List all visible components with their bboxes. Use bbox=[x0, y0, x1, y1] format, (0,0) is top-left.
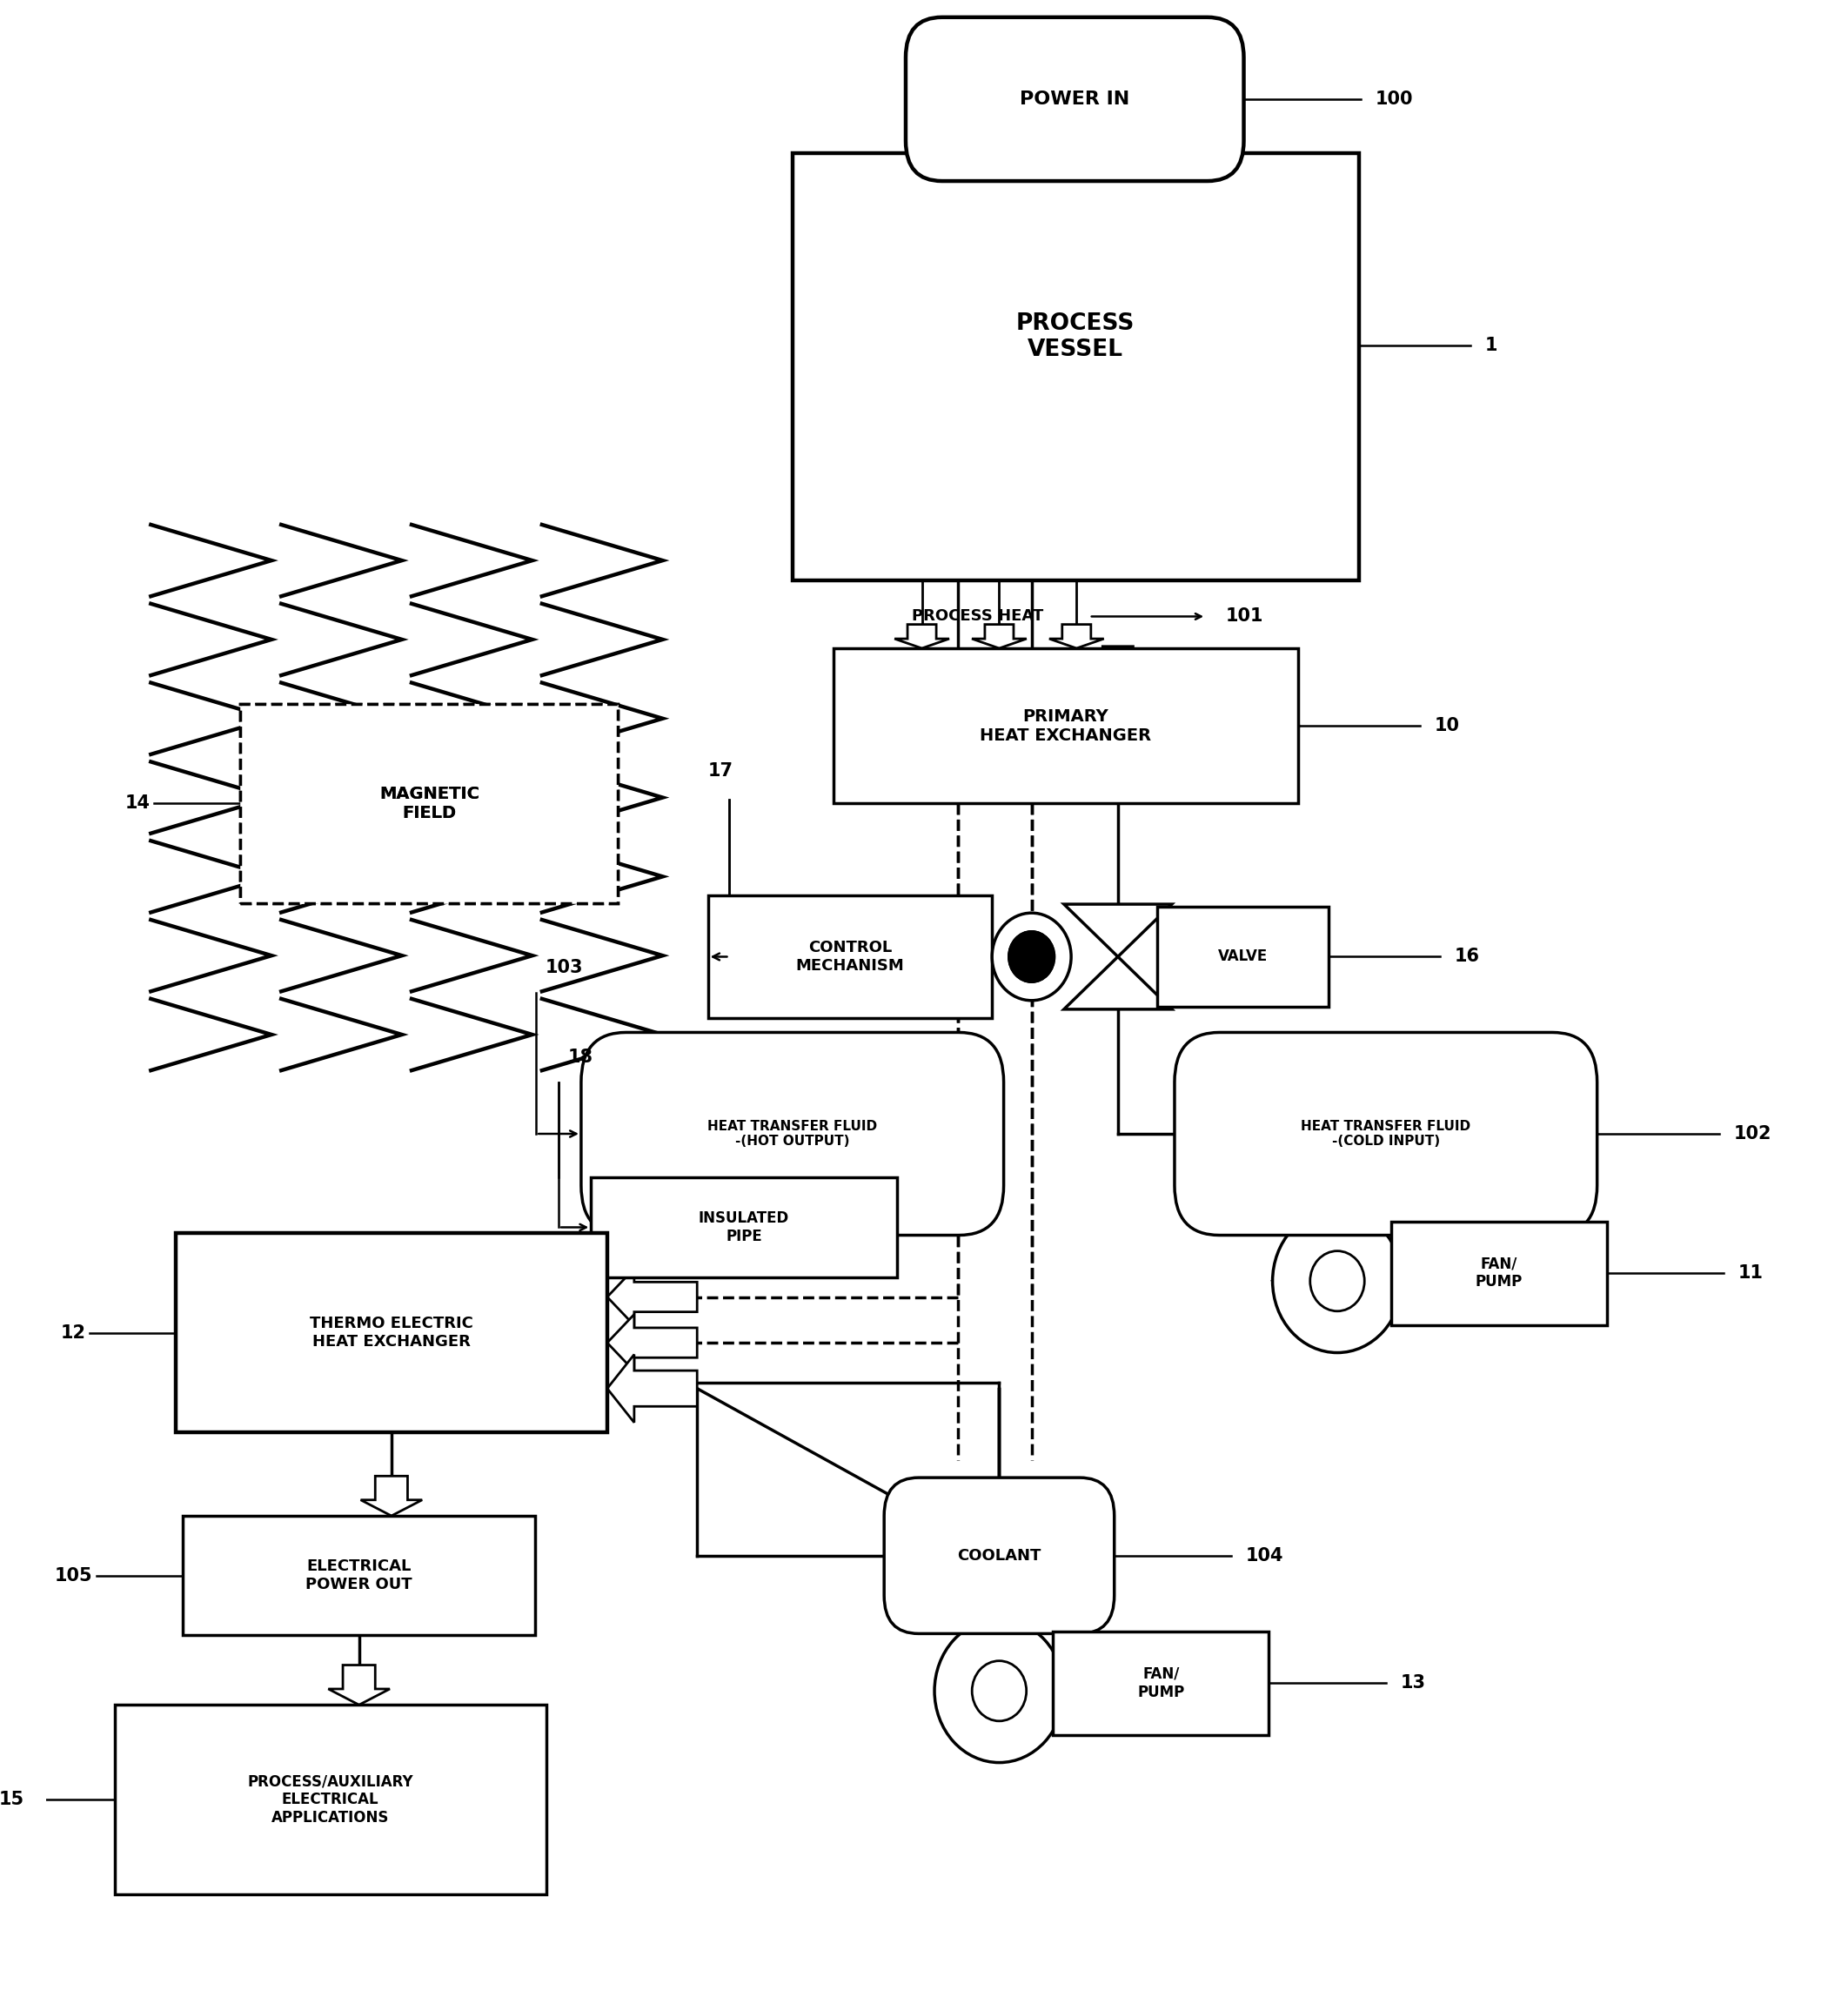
Polygon shape bbox=[1140, 30, 1199, 154]
Polygon shape bbox=[1064, 30, 1122, 154]
Text: 103: 103 bbox=[545, 959, 582, 977]
Text: PROCESS HEAT: PROCESS HEAT bbox=[911, 609, 1044, 625]
Text: FAN/
PUMP: FAN/ PUMP bbox=[1475, 1256, 1523, 1290]
Circle shape bbox=[992, 913, 1072, 1000]
Polygon shape bbox=[608, 1268, 697, 1326]
Polygon shape bbox=[911, 30, 968, 154]
Text: VALVE: VALVE bbox=[1218, 949, 1268, 965]
Text: COOLANT: COOLANT bbox=[957, 1548, 1040, 1564]
Polygon shape bbox=[329, 1665, 390, 1705]
Text: HEAT TRANSFER FLUID
-(HOT OUTPUT): HEAT TRANSFER FLUID -(HOT OUTPUT) bbox=[708, 1120, 878, 1148]
Text: 17: 17 bbox=[708, 763, 734, 779]
Circle shape bbox=[1009, 931, 1055, 983]
Text: 16: 16 bbox=[1454, 949, 1480, 965]
Text: PRIMARY
HEAT EXCHANGER: PRIMARY HEAT EXCHANGER bbox=[979, 709, 1151, 743]
FancyBboxPatch shape bbox=[240, 705, 617, 903]
FancyBboxPatch shape bbox=[883, 1478, 1114, 1634]
Polygon shape bbox=[608, 1314, 697, 1372]
Text: 104: 104 bbox=[1246, 1548, 1283, 1564]
Text: 105: 105 bbox=[55, 1568, 92, 1584]
Text: 10: 10 bbox=[1434, 717, 1460, 735]
Text: MAGNETIC
FIELD: MAGNETIC FIELD bbox=[379, 785, 479, 821]
FancyBboxPatch shape bbox=[580, 1032, 1003, 1236]
Circle shape bbox=[1009, 931, 1055, 983]
Text: FAN/
PUMP: FAN/ PUMP bbox=[1138, 1665, 1185, 1699]
FancyBboxPatch shape bbox=[1053, 1632, 1270, 1735]
Text: PROCESS
VESSEL: PROCESS VESSEL bbox=[1016, 314, 1135, 361]
FancyBboxPatch shape bbox=[183, 1516, 536, 1636]
FancyBboxPatch shape bbox=[1157, 907, 1329, 1006]
Polygon shape bbox=[989, 30, 1046, 154]
FancyBboxPatch shape bbox=[115, 1705, 545, 1893]
Text: 102: 102 bbox=[1733, 1124, 1772, 1142]
FancyBboxPatch shape bbox=[833, 649, 1297, 803]
Polygon shape bbox=[1050, 625, 1103, 649]
FancyBboxPatch shape bbox=[906, 18, 1244, 182]
Circle shape bbox=[972, 1662, 1026, 1721]
Text: PROCESS/AUXILIARY
ELECTRICAL
APPLICATIONS: PROCESS/AUXILIARY ELECTRICAL APPLICATION… bbox=[248, 1773, 414, 1825]
FancyBboxPatch shape bbox=[176, 1234, 608, 1432]
Text: CONTROL
MECHANISM: CONTROL MECHANISM bbox=[796, 941, 904, 975]
Polygon shape bbox=[972, 625, 1026, 649]
FancyBboxPatch shape bbox=[793, 154, 1358, 581]
Polygon shape bbox=[894, 625, 950, 649]
Text: 14: 14 bbox=[126, 795, 150, 813]
Text: 13: 13 bbox=[1401, 1673, 1425, 1691]
Text: MAGNETIC
FIELD: MAGNETIC FIELD bbox=[379, 785, 479, 821]
Text: INSULATED
PIPE: INSULATED PIPE bbox=[699, 1210, 789, 1244]
FancyBboxPatch shape bbox=[240, 705, 617, 903]
Text: HEAT TRANSFER FLUID
-(COLD INPUT): HEAT TRANSFER FLUID -(COLD INPUT) bbox=[1301, 1120, 1471, 1148]
Text: 11: 11 bbox=[1739, 1264, 1763, 1282]
Circle shape bbox=[935, 1620, 1064, 1763]
Polygon shape bbox=[360, 1476, 421, 1516]
FancyBboxPatch shape bbox=[591, 1178, 896, 1276]
Text: 100: 100 bbox=[1375, 90, 1414, 108]
Text: 15: 15 bbox=[0, 1791, 24, 1807]
Text: 18: 18 bbox=[567, 1048, 593, 1066]
Polygon shape bbox=[1064, 905, 1172, 1008]
Text: THERMO ELECTRIC
HEAT EXCHANGER: THERMO ELECTRIC HEAT EXCHANGER bbox=[310, 1316, 473, 1350]
Polygon shape bbox=[1088, 647, 1148, 725]
Text: 12: 12 bbox=[61, 1324, 85, 1342]
Polygon shape bbox=[608, 1354, 697, 1422]
Text: 101: 101 bbox=[1225, 607, 1264, 625]
Text: ELECTRICAL
POWER OUT: ELECTRICAL POWER OUT bbox=[305, 1558, 412, 1592]
Text: POWER IN: POWER IN bbox=[1020, 90, 1129, 108]
FancyBboxPatch shape bbox=[1392, 1222, 1608, 1324]
Circle shape bbox=[1273, 1210, 1403, 1352]
FancyBboxPatch shape bbox=[1175, 1032, 1597, 1236]
Text: 1: 1 bbox=[1484, 337, 1497, 353]
Circle shape bbox=[1310, 1250, 1364, 1312]
FancyBboxPatch shape bbox=[708, 895, 992, 1018]
